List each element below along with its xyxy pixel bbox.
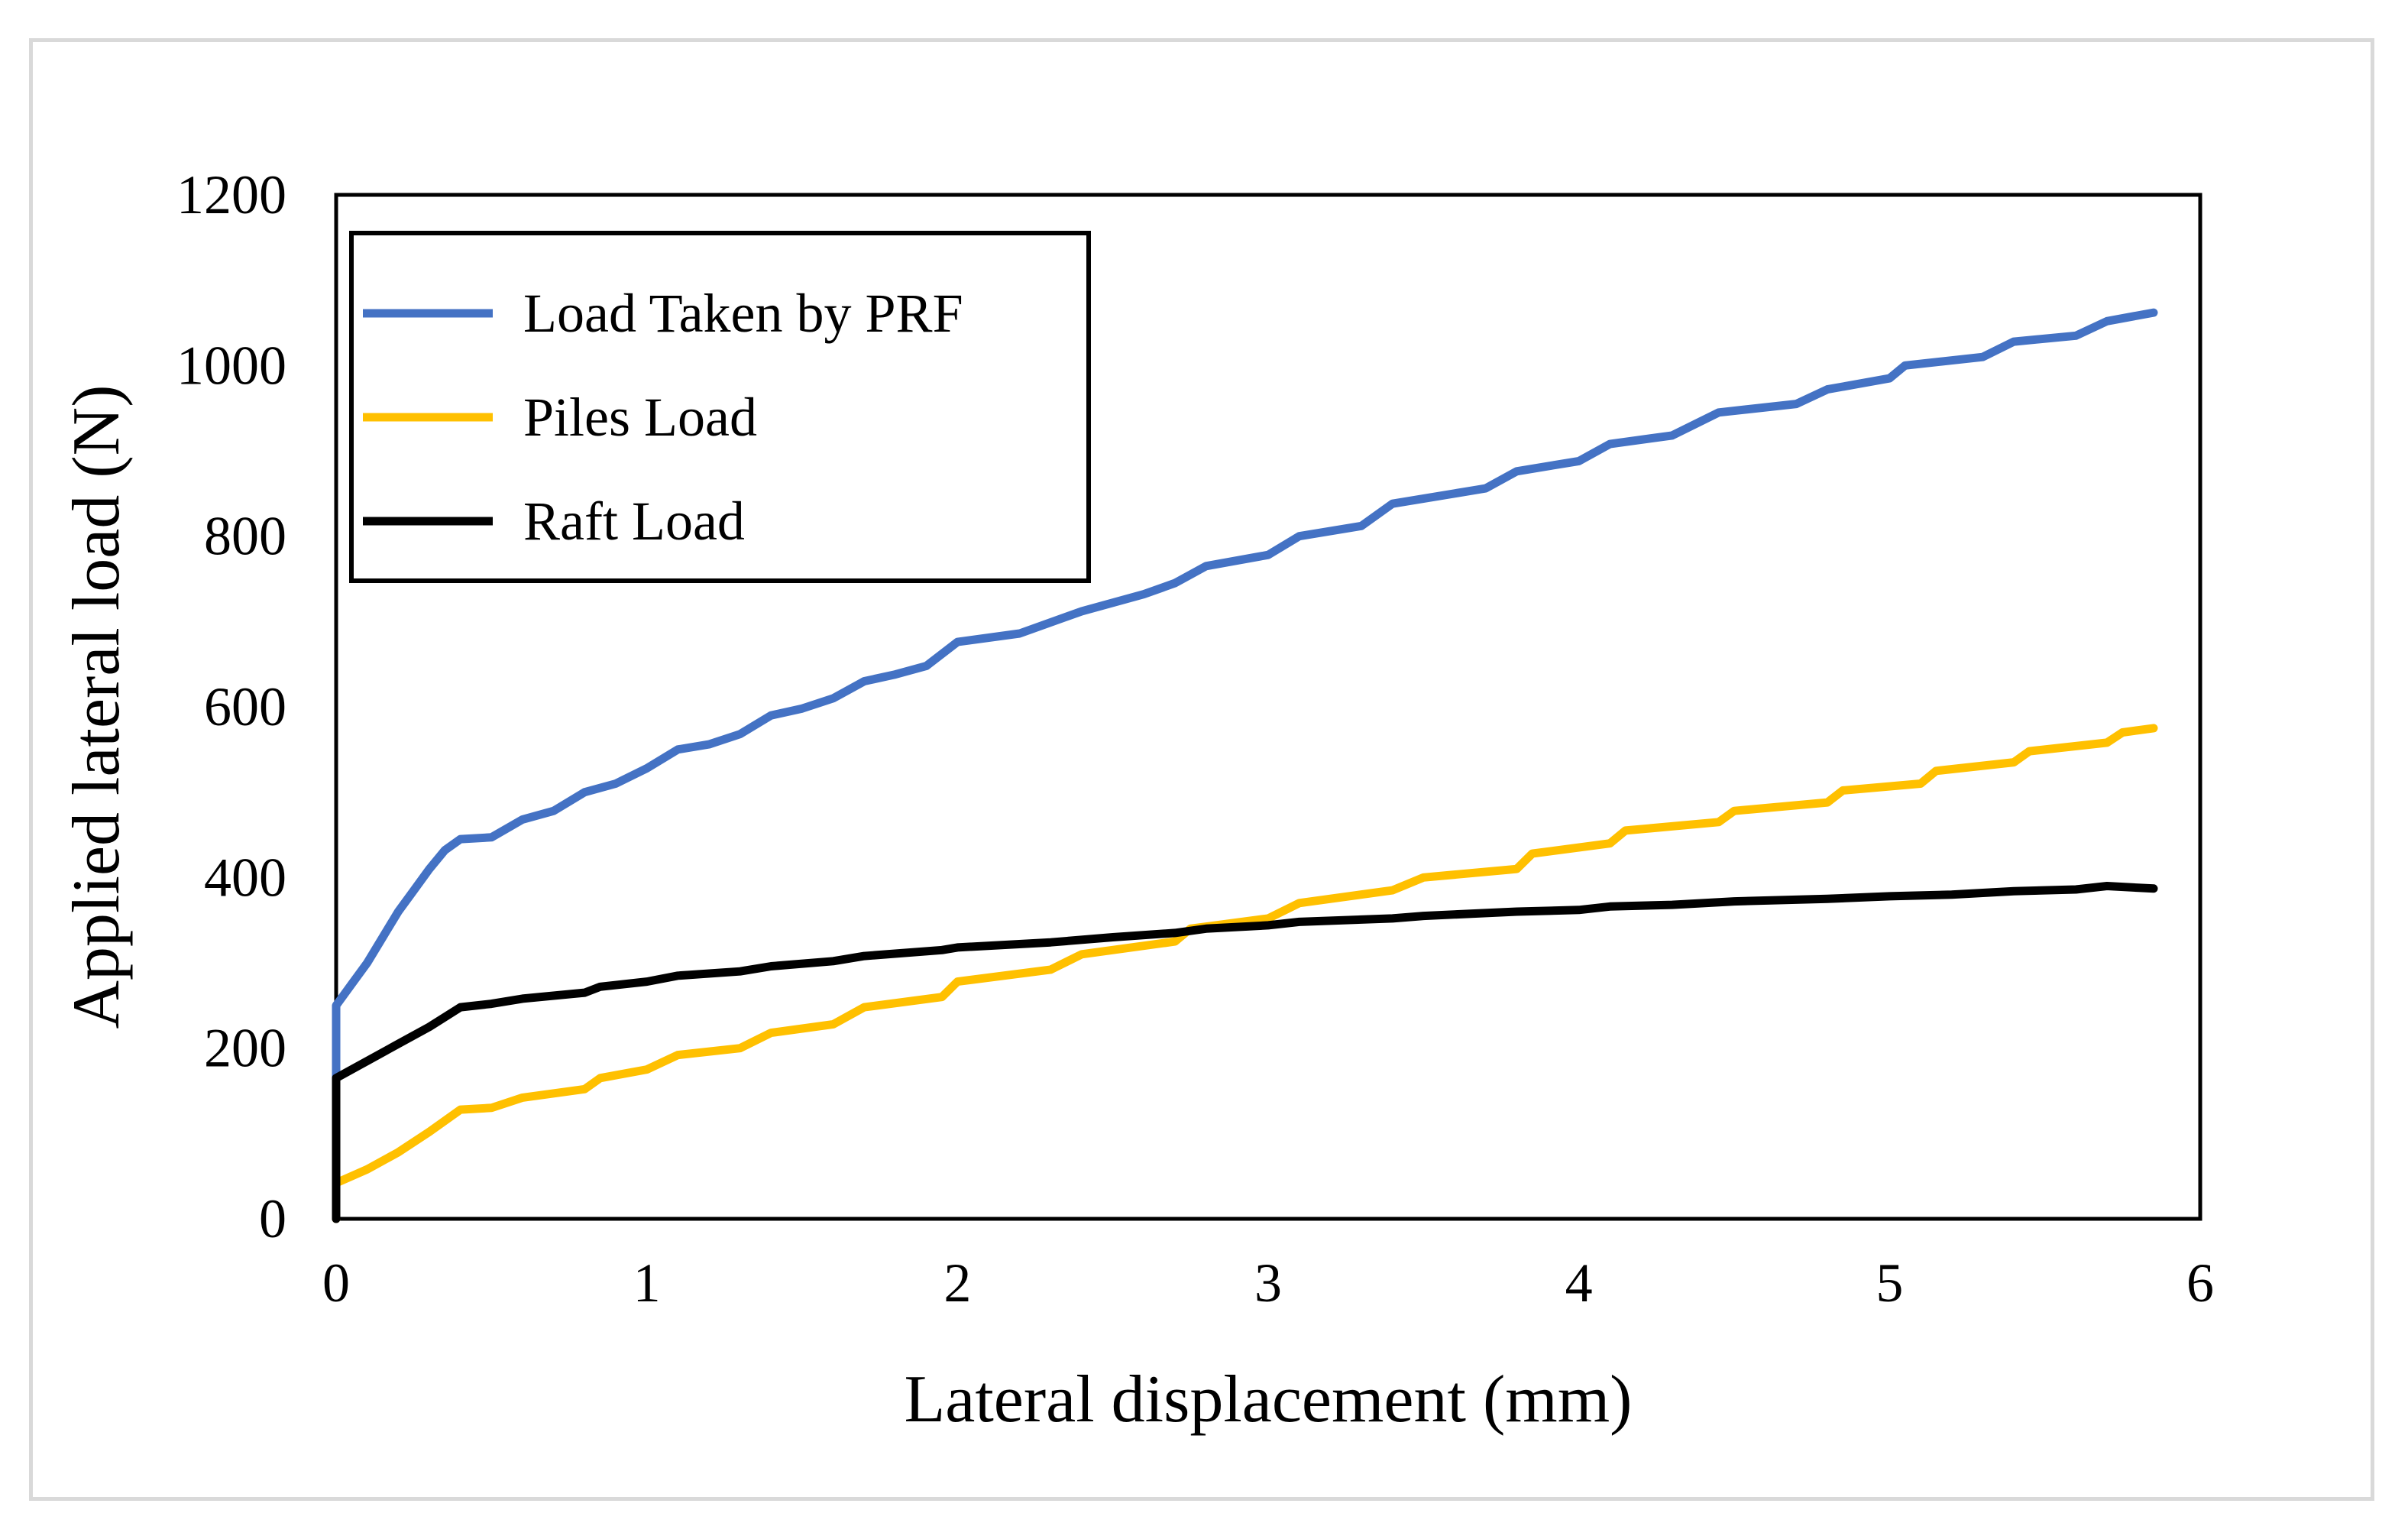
y-axis-title: Applied lateral load (N) bbox=[60, 384, 134, 1029]
y-tick-label: 200 bbox=[204, 1018, 286, 1079]
x-tick-label: 3 bbox=[1254, 1252, 1282, 1314]
legend-label-2: Piles Load bbox=[523, 387, 757, 448]
y-tick-label: 600 bbox=[204, 676, 286, 737]
x-tick-label: 6 bbox=[2186, 1252, 2214, 1314]
series-line-2 bbox=[332, 724, 2158, 1223]
figure-frame bbox=[29, 38, 2374, 1501]
x-tick-label: 5 bbox=[1876, 1252, 1903, 1314]
y-tick-labels: 0 200 400 600 800 1000 1200 bbox=[176, 164, 286, 1249]
y-tick-label: 0 bbox=[259, 1188, 286, 1249]
x-tick-label: 2 bbox=[943, 1252, 971, 1314]
series-line-3 bbox=[332, 882, 2158, 1223]
legend-label-3: Raft Load bbox=[523, 491, 745, 552]
x-tick-label: 4 bbox=[1565, 1252, 1593, 1314]
legend-label-1: Load Taken by PRF bbox=[523, 283, 963, 344]
legend: Load Taken by PRF Piles Load Raft Load bbox=[349, 231, 1091, 583]
y-tick-label: 400 bbox=[204, 847, 286, 908]
series-layer bbox=[332, 308, 2158, 1223]
series-line-1 bbox=[332, 308, 2158, 1223]
x-tick-label: 0 bbox=[322, 1252, 350, 1314]
y-tick-label: 800 bbox=[204, 506, 286, 567]
y-tick-label: 1000 bbox=[176, 335, 286, 396]
x-tick-labels: 0 1 2 3 4 5 6 bbox=[322, 1252, 2214, 1314]
x-axis-title: Lateral displacement (mm) bbox=[905, 1362, 1633, 1437]
y-tick-label: 1200 bbox=[176, 164, 286, 225]
x-tick-label: 1 bbox=[633, 1252, 661, 1314]
